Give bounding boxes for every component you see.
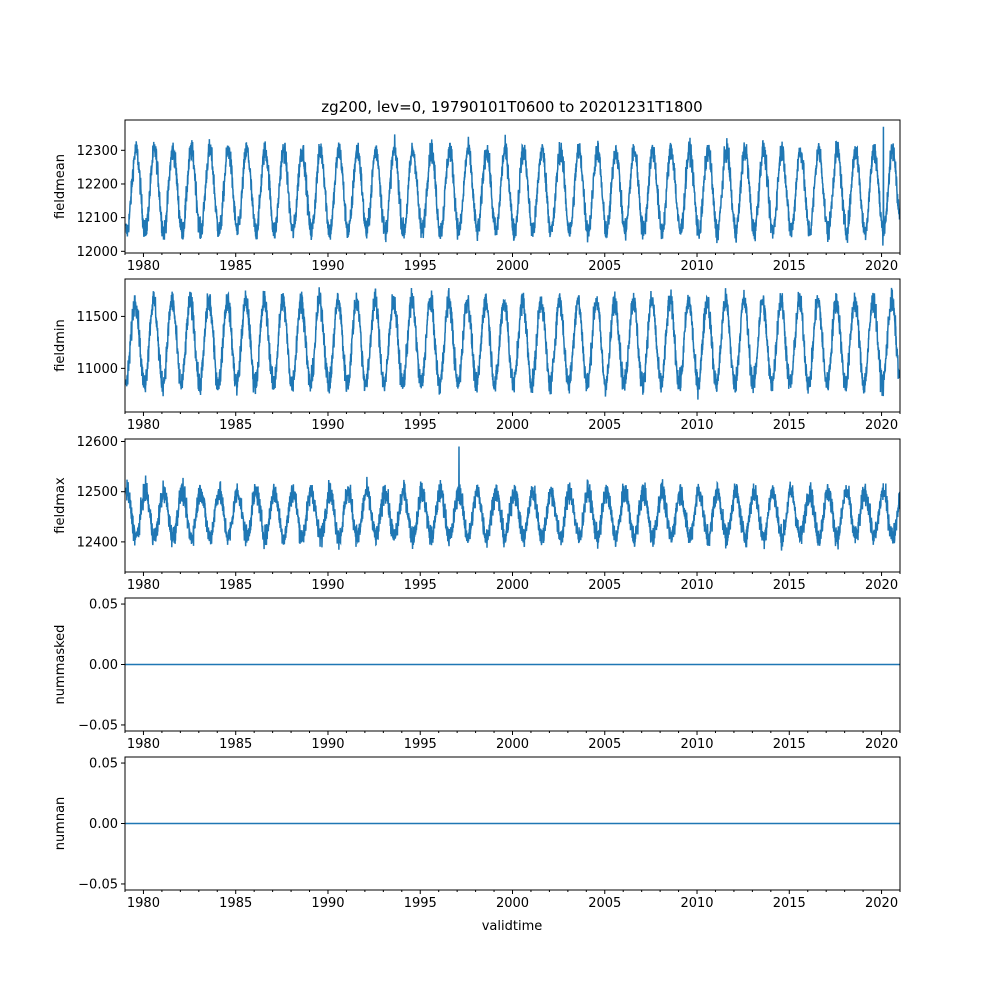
x-tick-label: 1995 — [404, 259, 437, 274]
x-tick-label: 2020 — [865, 578, 898, 593]
x-tick-label: 1995 — [404, 418, 437, 433]
x-tick-label: 2015 — [773, 896, 806, 911]
panel-fieldmin: 1980 1985 1990 1995 2000 2005 2010 2015 2020 1100… — [53, 278, 901, 433]
x-tick-label: 1980 — [127, 737, 160, 752]
x-tick-label: 1990 — [311, 737, 344, 752]
y-tick-label: 12600 — [77, 435, 118, 450]
x-tick-label: 2010 — [680, 578, 713, 593]
y-axis-label: nummasked — [53, 625, 68, 705]
figure-title: zg200, lev=0, 19790101T0600 to 20201231T… — [321, 98, 702, 116]
x-tick-label: 2005 — [588, 418, 621, 433]
panel-nummasked: 1980 1985 1990 1995 2000 2005 2010 2015 2020 −0.0… — [53, 597, 901, 752]
x-tick-label: 2020 — [865, 418, 898, 433]
series-line-fieldmax — [125, 446, 900, 551]
y-tick-label: −0.05 — [78, 877, 118, 892]
x-tick-label: 1990 — [311, 578, 344, 593]
x-tick-label: 2005 — [588, 896, 621, 911]
x-tick-label: 2020 — [865, 896, 898, 911]
x-tick-label: 2000 — [496, 578, 529, 593]
x-tick-label: 2010 — [680, 418, 713, 433]
y-tick-label: 11000 — [77, 362, 118, 377]
y-tick-label: 0.05 — [89, 757, 118, 772]
y-axis-label: fieldmin — [53, 319, 68, 372]
x-tick-label: 2015 — [773, 737, 806, 752]
y-tick-label: 0.00 — [89, 658, 118, 673]
x-tick-label: 2010 — [680, 259, 713, 274]
x-tick-label: 1980 — [127, 896, 160, 911]
x-tick-label: 2020 — [865, 259, 898, 274]
x-tick-label: 1990 — [311, 259, 344, 274]
x-tick-label: 1985 — [219, 259, 252, 274]
x-tick-label: 2005 — [588, 259, 621, 274]
x-tick-label: 2010 — [680, 896, 713, 911]
x-tick-label: 2000 — [496, 418, 529, 433]
x-tick-label: 2000 — [496, 896, 529, 911]
x-tick-label: 1985 — [219, 737, 252, 752]
y-axis-label: fieldmean — [53, 154, 68, 219]
x-tick-label: 1995 — [404, 896, 437, 911]
panel-fieldmean: 1980 1985 1990 1995 2000 2005 2010 2015 2020 1200… — [53, 119, 901, 274]
y-tick-label: 12500 — [77, 485, 118, 500]
x-tick-label: 2015 — [773, 578, 806, 593]
x-tick-label: 2000 — [496, 259, 529, 274]
x-tick-label: 1985 — [219, 578, 252, 593]
panel-fieldmax: 1980 1985 1990 1995 2000 2005 2010 2015 2020 1240… — [53, 435, 901, 593]
y-axis-label: numnan — [53, 797, 68, 851]
x-tick-label: 1980 — [127, 418, 160, 433]
series-line-fieldmean — [125, 126, 900, 246]
x-tick-label: 1980 — [127, 259, 160, 274]
x-tick-label: 2000 — [496, 737, 529, 752]
y-tick-label: 12400 — [77, 535, 118, 550]
y-tick-label: 11500 — [77, 310, 118, 325]
y-tick-label: 12000 — [77, 245, 118, 260]
y-axis-label: fieldmax — [53, 477, 68, 534]
y-tick-label: 12100 — [77, 211, 118, 226]
x-tick-label: 1985 — [219, 896, 252, 911]
y-tick-label: 12300 — [77, 144, 118, 159]
y-tick-label: −0.05 — [78, 718, 118, 733]
x-tick-label: 1980 — [127, 578, 160, 593]
x-tick-label: 2015 — [773, 418, 806, 433]
panel-numnan: 1980 1985 1990 1995 2000 2005 2010 2015 2020 −0.0… — [53, 756, 901, 911]
x-tick-label: 2010 — [680, 737, 713, 752]
x-axis-label: validtime — [482, 919, 543, 934]
x-tick-label: 2005 — [588, 737, 621, 752]
x-tick-label: 1990 — [311, 418, 344, 433]
x-tick-label: 2020 — [865, 737, 898, 752]
series-line-fieldmin — [125, 287, 900, 400]
x-tick-label: 1995 — [404, 578, 437, 593]
x-tick-label: 1995 — [404, 737, 437, 752]
y-tick-label: 12200 — [77, 177, 118, 192]
y-tick-label: 0.05 — [89, 598, 118, 613]
y-tick-label: 0.00 — [89, 817, 118, 832]
x-tick-label: 1985 — [219, 418, 252, 433]
x-tick-label: 1990 — [311, 896, 344, 911]
x-tick-label: 2005 — [588, 578, 621, 593]
x-tick-label: 2015 — [773, 259, 806, 274]
